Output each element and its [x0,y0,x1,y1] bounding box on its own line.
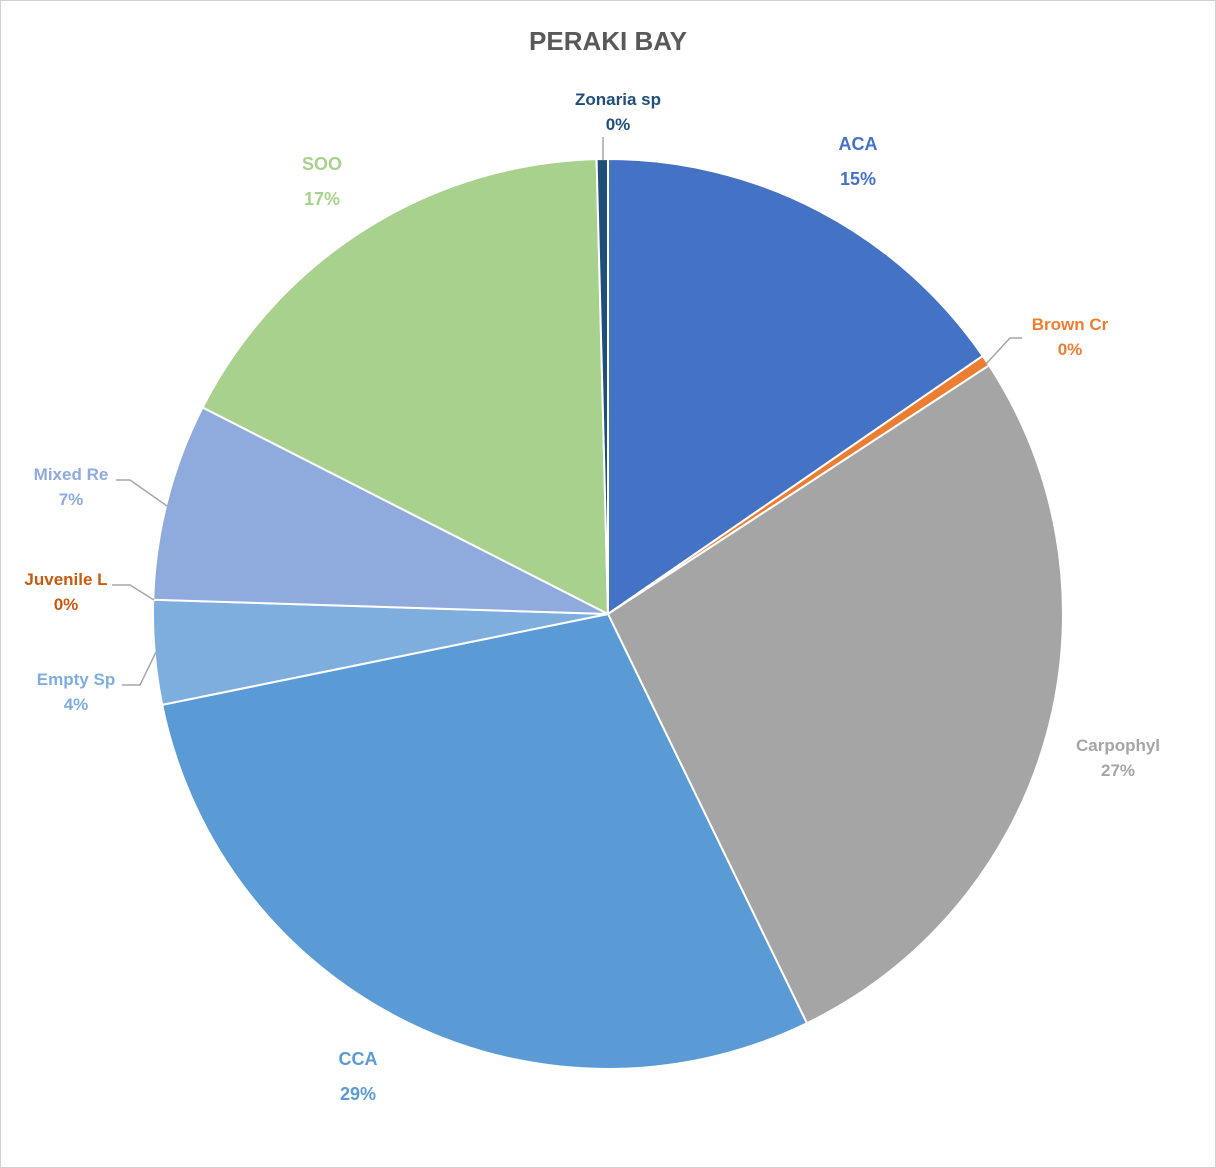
leader-line-brown-cr [985,337,1022,365]
slice-name-label: ACA [839,134,878,154]
slice-percent-label: 27% [1101,761,1135,780]
pie-slice-cca [160,612,809,1070]
slice-percent-label: 15% [840,169,876,189]
pie-slice-mixed-re [152,406,609,615]
slice-name-label: Empty Sp [37,670,115,689]
slice-labels: ACA 15% Brown Cr 0% Carpophyl 27% CCA 29% Empty … [24,90,1160,1104]
slice-name-label: Zonaria sp [575,90,661,109]
slice-name-label: SOO [302,154,342,174]
slice-name-label: Brown Cr [1032,315,1109,334]
slice-name-label: CCA [339,1049,378,1069]
leader-line-mixed-re [116,479,168,507]
leader-line-empty-sp [122,651,157,686]
slice-percent-label: 7% [59,490,84,509]
pie-slice-aca [607,157,985,616]
slice-name-label: Carpophyl [1076,736,1160,755]
pie-slices [152,157,1065,1070]
chart-title: PERAKI BAY [529,26,687,56]
pie-slice-carpophyl [606,364,1065,1025]
slice-percent-label: 17% [304,189,340,209]
slice-name-label: Juvenile L [24,570,107,589]
slice-percent-label: 0% [1058,340,1083,359]
pie-slice-soo [201,158,610,616]
leader-lines [112,137,1022,686]
slice-percent-label: 4% [64,695,89,714]
slice-percent-label: 29% [340,1084,376,1104]
slice-name-label: Mixed Re [34,465,109,484]
slice-percent-label: 0% [606,115,631,134]
slice-percent-label: 0% [54,595,79,614]
leader-line-juvenile-l [112,584,155,601]
